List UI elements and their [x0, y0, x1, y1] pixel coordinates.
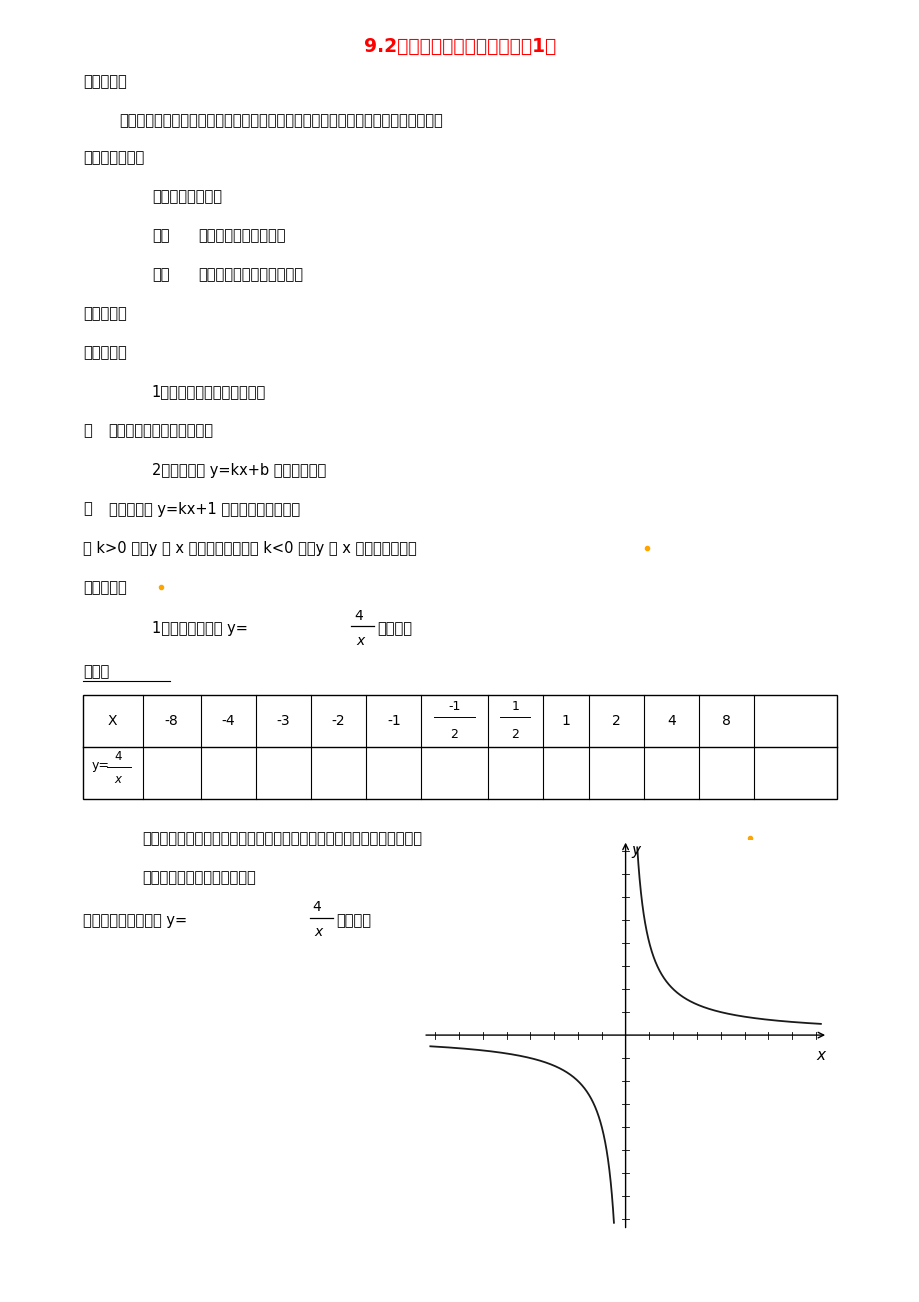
Text: -2: -2: [332, 715, 345, 728]
Text: 列表：: 列表：: [83, 664, 109, 680]
Text: 的图象：: 的图象：: [377, 621, 412, 637]
Text: 8: 8: [721, 715, 731, 728]
Text: 2、一次函数 y=kx+b 有什么性质？: 2、一次函数 y=kx+b 有什么性质？: [152, 462, 325, 478]
Text: -1: -1: [448, 700, 460, 713]
Text: 的图象。: 的图象。: [335, 913, 370, 928]
Text: 4: 4: [312, 901, 322, 914]
Text: ：理解反比例函数的性质。: ：理解反比例函数的性质。: [198, 267, 302, 283]
Text: 连线：用光滑的曲线顺次连结: 连线：用光滑的曲线顺次连结: [142, 870, 256, 885]
Text: -8: -8: [165, 715, 178, 728]
Text: 4: 4: [114, 750, 121, 763]
Text: ：作反比例函数的图象: ：作反比例函数的图象: [198, 228, 285, 243]
Text: 1: 1: [561, 715, 570, 728]
Text: y: y: [630, 844, 640, 858]
Text: 答: 答: [83, 501, 92, 517]
Text: x: x: [356, 634, 364, 647]
Text: 2: 2: [450, 728, 458, 741]
Text: 4: 4: [666, 715, 675, 728]
Text: 1、作反比例函数 y=: 1、作反比例函数 y=: [152, 621, 247, 637]
Text: 2: 2: [511, 728, 518, 741]
Text: ：图象法、解析法、列表法: ：图象法、解析法、列表法: [108, 423, 213, 439]
Text: 重点: 重点: [152, 228, 169, 243]
Text: 2: 2: [611, 715, 620, 728]
Text: 答: 答: [83, 423, 92, 439]
Text: 当 k>0 时，y 随 x 的增大而增大；当 k<0 时，y 随 x 的增大而减小。: 当 k>0 时，y 随 x 的增大而增大；当 k<0 时，y 随 x 的增大而减…: [83, 540, 416, 556]
Text: 1: 1: [511, 700, 518, 713]
Text: 教学过程：: 教学过程：: [83, 306, 127, 322]
Text: X: X: [108, 715, 118, 728]
Text: 教学目标：: 教学目标：: [83, 74, 127, 90]
Bar: [83, 695, 836, 799]
Text: ：一次函数 y=kx+1 的图象是一条直线。: ：一次函数 y=kx+1 的图象是一条直线。: [108, 501, 300, 517]
Text: 一、复习：: 一、复习：: [83, 345, 127, 361]
Text: 教学重点、难点：: 教学重点、难点：: [152, 189, 221, 204]
Text: 各点，即可得到函数 y=: 各点，即可得到函数 y=: [83, 913, 187, 928]
Text: -1: -1: [387, 715, 400, 728]
Text: 二、新授：: 二、新授：: [83, 579, 127, 595]
Text: x: x: [815, 1048, 824, 1062]
Text: -4: -4: [221, 715, 234, 728]
Text: -3: -3: [277, 715, 289, 728]
Text: y=: y=: [92, 759, 110, 772]
Text: x: x: [314, 926, 323, 939]
Text: 难点: 难点: [152, 267, 169, 283]
Text: 使学生会作反比例函数的图象，并能理解反比例函数的性质。培养提高学生的计算能: 使学生会作反比例函数的图象，并能理解反比例函数的性质。培养提高学生的计算能: [119, 113, 443, 129]
Text: x: x: [114, 773, 121, 786]
Text: 4: 4: [354, 609, 363, 622]
Text: 描点：以表中各组对应值作为点的坐标，在直角坐标系内描出相应的点。: 描点：以表中各组对应值作为点的坐标，在直角坐标系内描出相应的点。: [142, 831, 422, 846]
Text: 1、函数有哪几种表示方法？: 1、函数有哪几种表示方法？: [152, 384, 266, 400]
Text: 力和作图能力。: 力和作图能力。: [83, 150, 144, 165]
Text: 9.2反比例函数的图象与性质（1）: 9.2反比例函数的图象与性质（1）: [364, 38, 555, 56]
